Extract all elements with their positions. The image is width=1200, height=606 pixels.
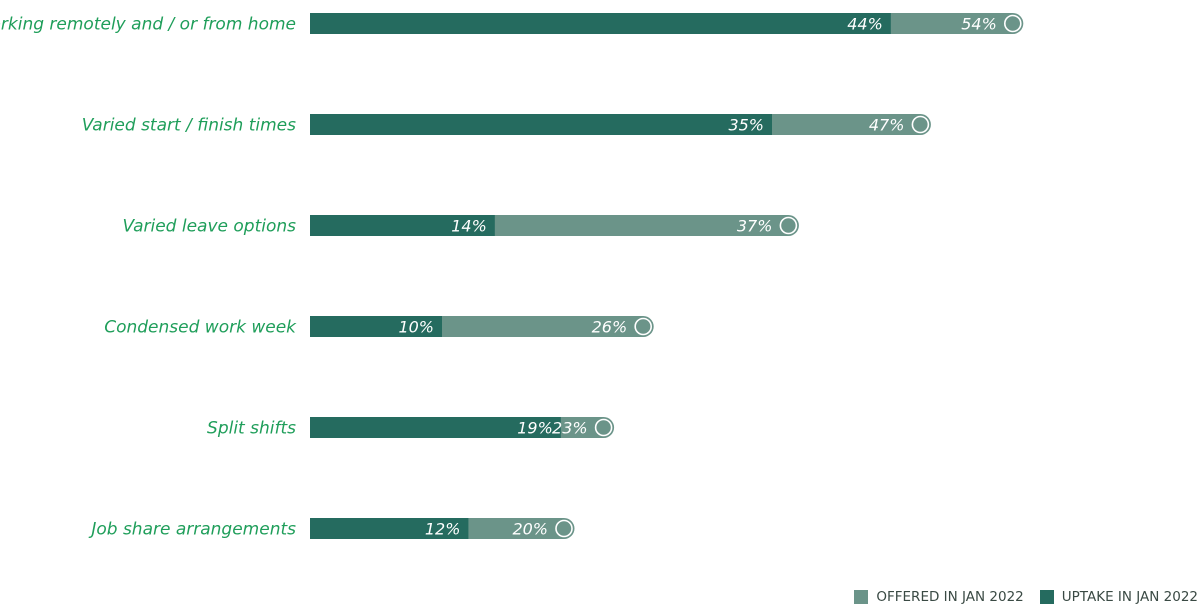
legend-item-uptake: UPTAKE IN JAN 2022 xyxy=(1039,589,1198,605)
offered-value-label: 23% xyxy=(552,419,588,438)
legend-label-offered: OFFERED IN JAN 2022 xyxy=(876,589,1024,605)
offered-value-label: 37% xyxy=(737,217,773,236)
offered-value-label: 20% xyxy=(512,520,548,539)
chart-legend: OFFERED IN JAN 2022 UPTAKE IN JAN 2022 xyxy=(854,589,1198,605)
category-label: Varied start / finish times xyxy=(82,116,296,136)
uptake-bar xyxy=(310,417,561,438)
offered-bar-marker xyxy=(779,216,798,235)
uptake-bar xyxy=(310,316,442,337)
category-label: Varied leave options xyxy=(123,217,297,237)
offered-bar-marker xyxy=(555,519,573,538)
uptake-bar xyxy=(310,215,495,236)
uptake-value-label: 19% xyxy=(517,419,553,438)
legend-item-offered: OFFERED IN JAN 2022 xyxy=(854,589,1024,605)
uptake-bar xyxy=(310,114,772,135)
offered-value-label: 26% xyxy=(592,318,628,337)
category-label: Working remotely and / or from home xyxy=(0,15,296,35)
uptake-bar xyxy=(310,518,469,539)
category-label: Split shifts xyxy=(207,419,296,439)
uptake-value-label: 35% xyxy=(728,116,764,135)
category-label: Job share arrangements xyxy=(88,520,296,540)
offered-bar-marker xyxy=(911,115,930,134)
category-label: Condensed work week xyxy=(104,318,297,338)
offered-value-label: 54% xyxy=(961,15,997,34)
offered-bar-marker xyxy=(1003,14,1022,33)
offered-bar-marker xyxy=(634,317,653,336)
uptake-value-label: 10% xyxy=(398,318,434,337)
uptake-value-label: 44% xyxy=(847,15,883,34)
legend-label-uptake: UPTAKE IN JAN 2022 xyxy=(1061,589,1198,605)
legend-swatch-uptake xyxy=(1039,590,1054,604)
offered-bar-marker xyxy=(594,418,613,437)
uptake-bar xyxy=(310,13,891,34)
uptake-value-label: 14% xyxy=(451,217,487,236)
uptake-value-label: 12% xyxy=(425,520,461,539)
legend-swatch-offered xyxy=(854,590,869,604)
offered-value-label: 47% xyxy=(869,116,905,135)
